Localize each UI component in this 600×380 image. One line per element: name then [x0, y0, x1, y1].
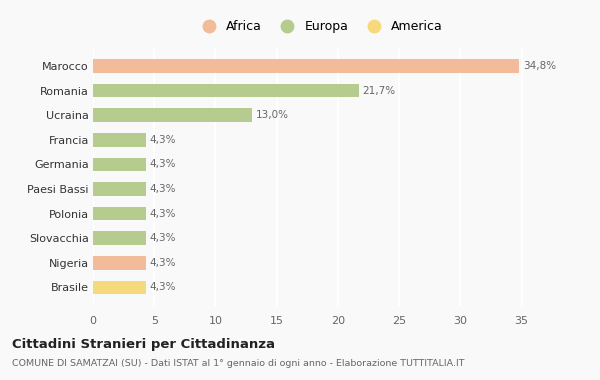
Bar: [93, 108, 252, 122]
Bar: [93, 182, 146, 196]
Text: 21,7%: 21,7%: [362, 86, 395, 96]
Text: 4,3%: 4,3%: [149, 258, 176, 268]
Text: 4,3%: 4,3%: [149, 184, 176, 194]
Text: 13,0%: 13,0%: [256, 110, 289, 120]
Bar: [93, 231, 146, 245]
Text: 4,3%: 4,3%: [149, 282, 176, 292]
Bar: [93, 280, 146, 294]
Bar: [93, 84, 359, 97]
Text: 4,3%: 4,3%: [149, 159, 176, 169]
Bar: [93, 158, 146, 171]
Text: 4,3%: 4,3%: [149, 233, 176, 243]
Bar: [93, 256, 146, 269]
Text: Cittadini Stranieri per Cittadinanza: Cittadini Stranieri per Cittadinanza: [12, 338, 275, 351]
Text: COMUNE DI SAMATZAI (SU) - Dati ISTAT al 1° gennaio di ogni anno - Elaborazione T: COMUNE DI SAMATZAI (SU) - Dati ISTAT al …: [12, 359, 464, 368]
Legend: Africa, Europa, America: Africa, Europa, America: [191, 15, 448, 38]
Text: 4,3%: 4,3%: [149, 135, 176, 145]
Text: 4,3%: 4,3%: [149, 209, 176, 218]
Bar: [93, 207, 146, 220]
Bar: [93, 133, 146, 147]
Bar: [93, 59, 519, 73]
Text: 34,8%: 34,8%: [523, 61, 556, 71]
